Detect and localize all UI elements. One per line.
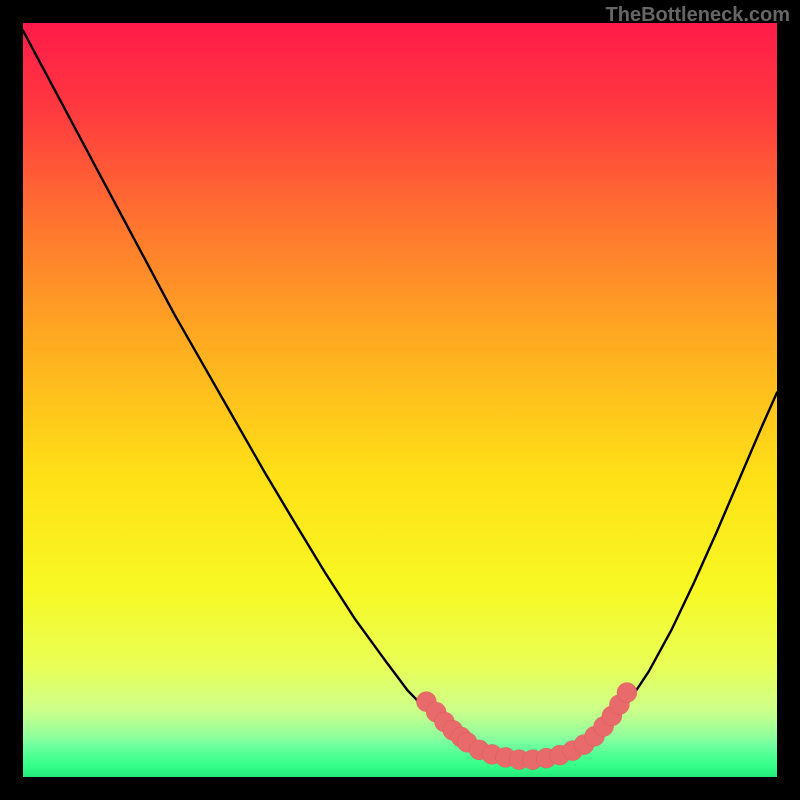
marker-group-bottom <box>469 735 594 770</box>
bottleneck-curve <box>23 31 777 761</box>
watermark-text: TheBottleneck.com <box>606 4 790 27</box>
marker-group-right <box>585 683 637 747</box>
right-marker <box>617 683 637 703</box>
plot-area <box>23 23 777 777</box>
marker-group-left <box>416 692 477 753</box>
chart-svg <box>23 23 777 777</box>
